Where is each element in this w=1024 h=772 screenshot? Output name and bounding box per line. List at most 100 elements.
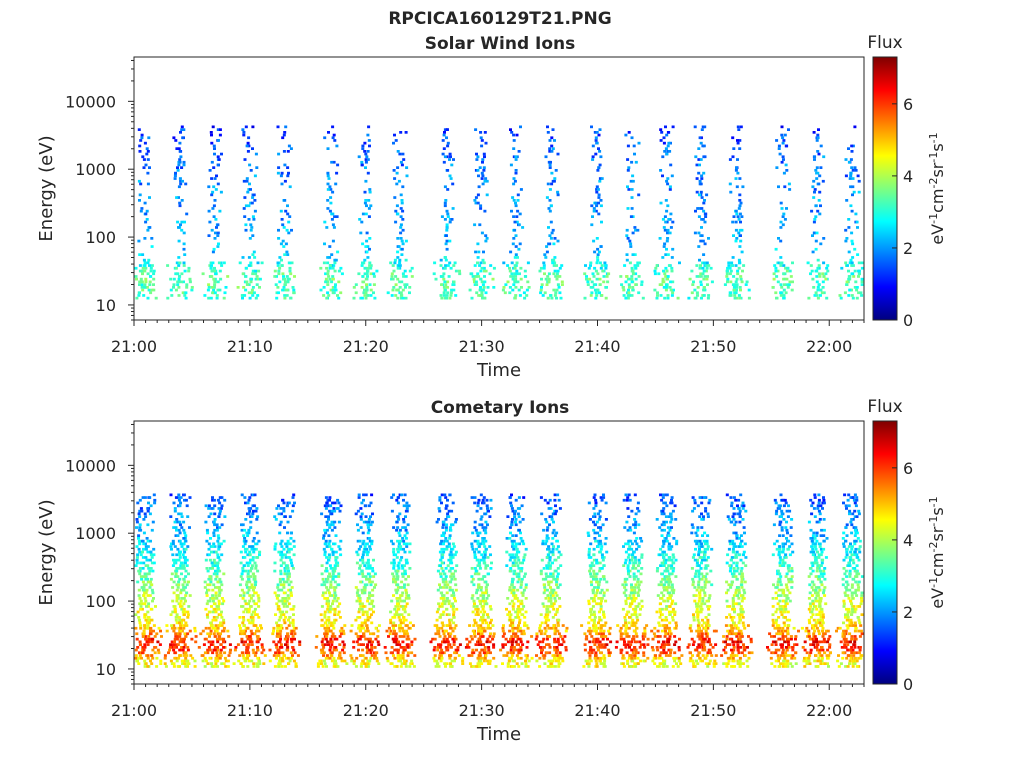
flux-cell xyxy=(395,632,398,635)
flux-cell xyxy=(779,291,782,294)
flux-cell xyxy=(490,507,493,510)
flux-cell xyxy=(213,559,216,562)
flux-cell xyxy=(450,551,453,554)
flux-cell xyxy=(725,275,728,278)
flux-cell xyxy=(817,259,820,262)
flux-cell xyxy=(729,267,732,270)
flux-cell xyxy=(170,578,173,581)
flux-cell xyxy=(739,204,742,207)
flux-cell xyxy=(173,502,176,505)
flux-cell xyxy=(445,608,448,611)
flux-cell xyxy=(327,534,330,537)
flux-cell xyxy=(449,662,452,665)
flux-cell xyxy=(540,289,543,292)
flux-cell xyxy=(325,665,328,668)
flux-cell xyxy=(166,264,169,267)
flux-cell xyxy=(700,158,703,161)
flux-cell xyxy=(211,545,214,548)
flux-cell xyxy=(519,627,522,630)
flux-cell xyxy=(148,616,151,619)
flux-cell xyxy=(328,592,331,595)
flux-cell xyxy=(178,185,181,188)
flux-cell xyxy=(244,570,247,573)
flux-cell xyxy=(325,496,328,499)
flux-cell xyxy=(282,654,285,657)
flux-cell xyxy=(479,624,482,627)
flux-cell xyxy=(782,158,785,161)
flux-cell xyxy=(329,581,332,584)
flux-cell xyxy=(343,660,346,663)
flux-cell xyxy=(371,654,374,657)
flux-cell xyxy=(816,232,819,235)
flux-cell xyxy=(323,262,326,265)
flux-cell xyxy=(551,262,554,265)
flux-cell xyxy=(218,559,221,562)
flux-cell xyxy=(661,175,664,178)
flux-cell xyxy=(704,243,707,246)
flux-cell xyxy=(151,657,154,660)
flux-cell xyxy=(703,199,706,202)
flux-cell xyxy=(443,291,446,294)
flux-cell xyxy=(480,145,483,148)
flux-cell xyxy=(711,281,714,284)
flux-cell xyxy=(367,126,370,129)
flux-cell xyxy=(819,166,822,169)
flux-cell xyxy=(556,191,559,194)
flux-cell xyxy=(174,510,177,513)
flux-cell xyxy=(173,592,176,595)
flux-cell xyxy=(703,126,706,129)
flux-cell xyxy=(289,270,292,273)
flux-cell xyxy=(183,164,186,167)
flux-cell xyxy=(334,660,337,663)
flux-cell xyxy=(663,136,666,139)
flux-cell xyxy=(143,594,146,597)
flux-cell xyxy=(321,619,324,622)
flux-cell xyxy=(323,597,326,600)
flux-cell xyxy=(444,256,447,259)
flux-cell xyxy=(351,624,354,627)
flux-cell xyxy=(146,507,149,510)
flux-cell xyxy=(256,613,259,616)
flux-cell xyxy=(433,649,436,652)
flux-cell xyxy=(168,649,171,652)
flux-cell xyxy=(670,267,673,270)
flux-cell xyxy=(136,521,139,524)
flux-cell xyxy=(212,185,215,188)
flux-cell xyxy=(660,202,663,205)
flux-cell xyxy=(240,638,243,641)
flux-cell xyxy=(187,581,190,584)
flux-cell xyxy=(144,262,147,265)
flux-cell xyxy=(774,291,777,294)
flux-cell xyxy=(152,521,155,524)
flux-cell xyxy=(213,521,216,524)
flux-cell xyxy=(178,142,181,145)
flux-cell xyxy=(404,578,407,581)
flux-cell xyxy=(363,150,366,153)
flux-cell xyxy=(852,275,855,278)
flux-cell xyxy=(242,534,245,537)
flux-cell xyxy=(391,573,394,576)
flux-cell xyxy=(599,283,602,286)
flux-cell xyxy=(453,643,456,646)
flux-cell xyxy=(483,153,486,156)
flux-cell xyxy=(590,286,593,289)
flux-cell xyxy=(817,289,820,292)
flux-cell xyxy=(548,278,551,281)
flux-cell xyxy=(376,635,379,638)
flux-cell xyxy=(630,161,633,164)
flux-cell xyxy=(362,551,365,554)
flux-cell xyxy=(476,611,479,614)
flux-cell xyxy=(216,581,219,584)
flux-cell xyxy=(526,657,529,660)
flux-cell xyxy=(282,586,285,589)
flux-cell xyxy=(222,630,225,633)
flux-cell xyxy=(509,270,512,273)
flux-cell xyxy=(281,660,284,663)
flux-cell xyxy=(355,586,358,589)
flux-cell xyxy=(362,532,365,535)
flux-cell xyxy=(438,654,441,657)
y-tick-label: 10 xyxy=(96,296,116,315)
flux-cell xyxy=(337,297,340,300)
flux-cell xyxy=(662,278,665,281)
flux-cell xyxy=(139,139,142,142)
